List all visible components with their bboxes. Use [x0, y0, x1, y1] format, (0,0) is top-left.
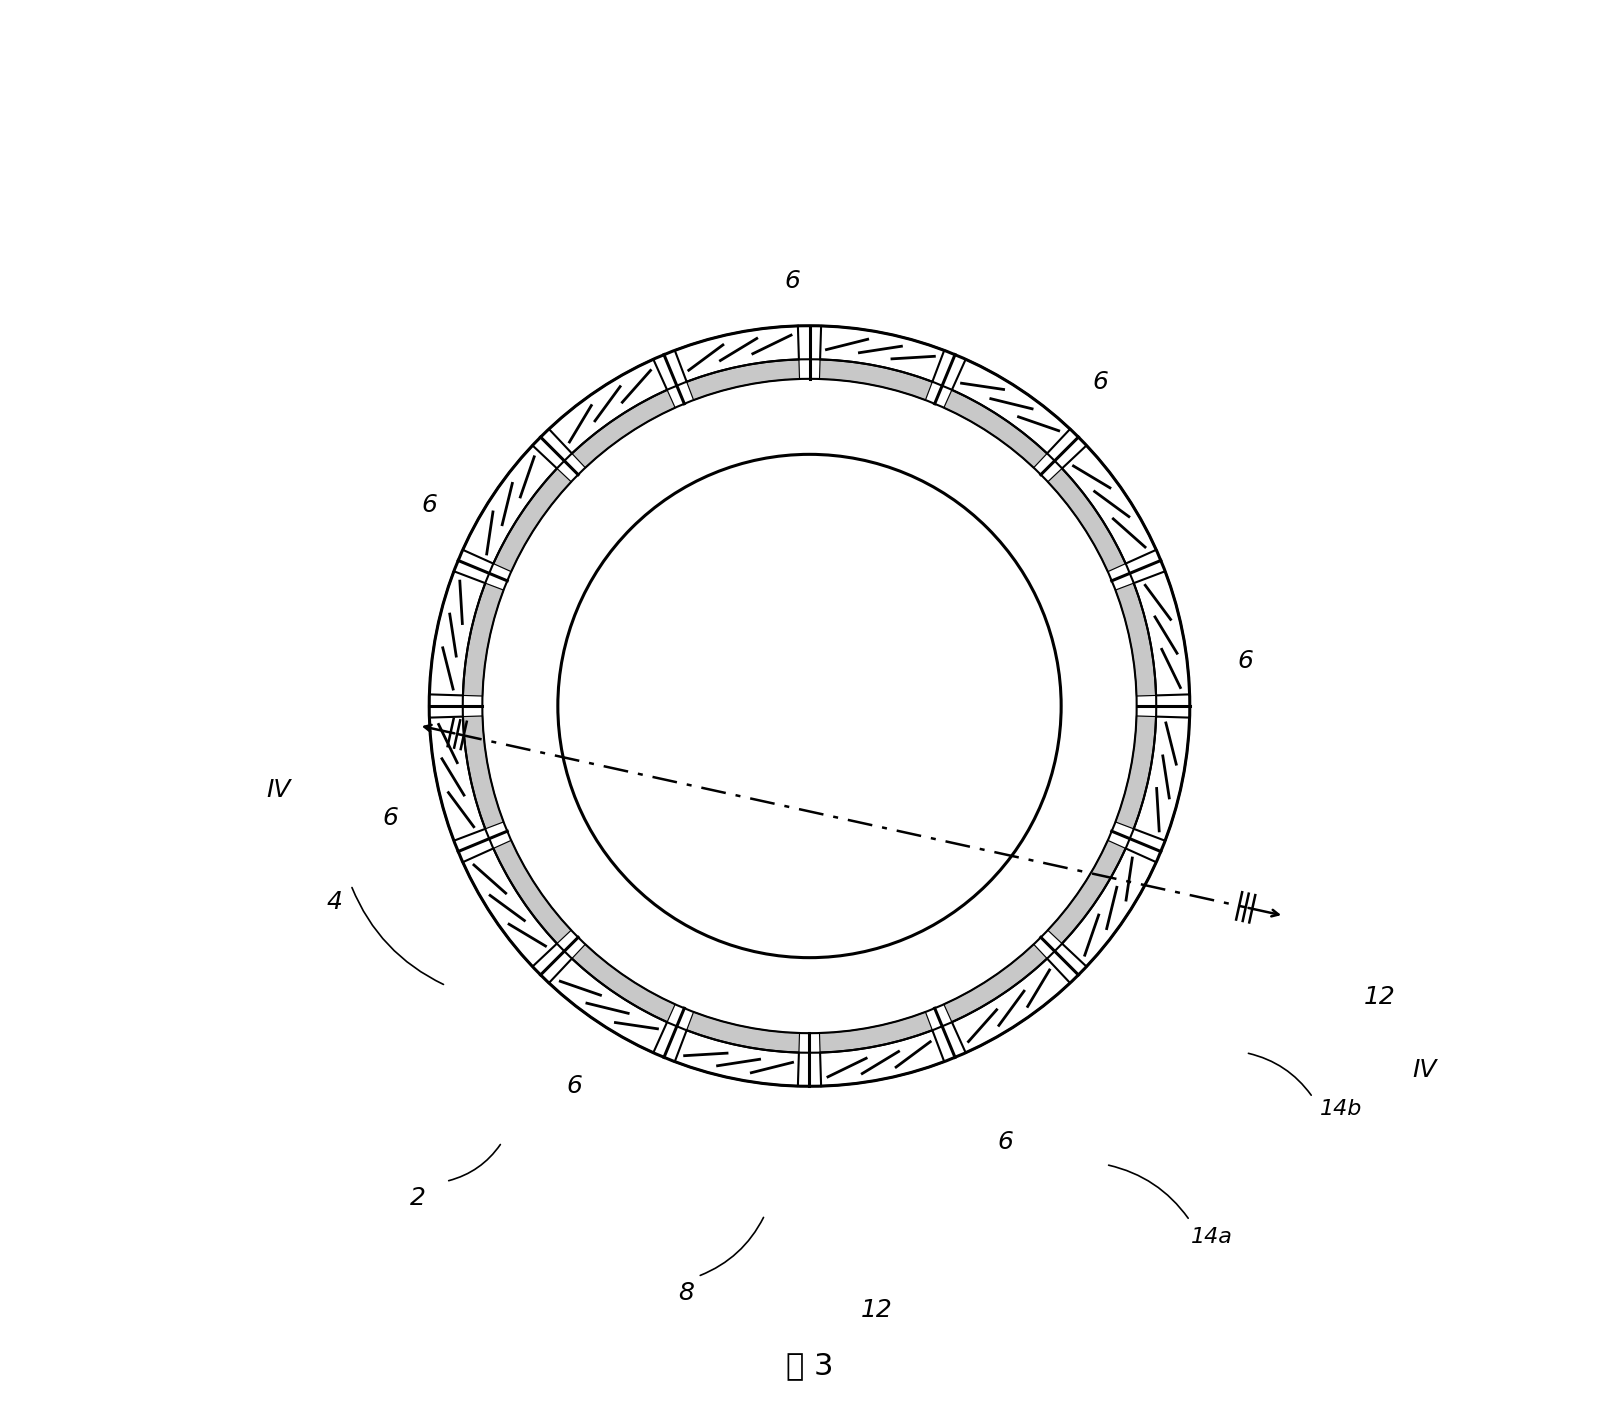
Polygon shape	[944, 945, 1047, 1022]
Text: 6: 6	[567, 1075, 583, 1099]
Text: 14b: 14b	[1319, 1099, 1362, 1118]
Text: IV: IV	[1412, 1058, 1438, 1082]
Polygon shape	[429, 716, 486, 840]
Polygon shape	[821, 326, 944, 381]
Text: 12: 12	[861, 1298, 892, 1322]
Polygon shape	[463, 445, 557, 563]
Polygon shape	[819, 1012, 933, 1052]
Text: 6: 6	[997, 1130, 1013, 1154]
Polygon shape	[1047, 469, 1125, 572]
Text: 图 3: 图 3	[785, 1351, 834, 1381]
Polygon shape	[1062, 445, 1156, 563]
Polygon shape	[686, 1012, 800, 1052]
Polygon shape	[1115, 583, 1156, 696]
Text: 2: 2	[410, 1186, 426, 1210]
Polygon shape	[429, 572, 486, 696]
Polygon shape	[463, 583, 504, 696]
Text: 14a: 14a	[1192, 1227, 1234, 1247]
Text: 4: 4	[325, 890, 342, 914]
Polygon shape	[952, 959, 1070, 1053]
Polygon shape	[1047, 840, 1125, 943]
Polygon shape	[1062, 849, 1156, 967]
Text: 12: 12	[1365, 984, 1396, 1008]
Polygon shape	[675, 326, 798, 381]
Polygon shape	[1115, 716, 1156, 829]
Polygon shape	[494, 469, 572, 572]
Polygon shape	[463, 849, 557, 967]
Polygon shape	[821, 1031, 944, 1086]
Polygon shape	[572, 945, 675, 1022]
Text: 6: 6	[421, 493, 437, 517]
Polygon shape	[463, 716, 504, 829]
Polygon shape	[952, 359, 1070, 453]
Text: 6: 6	[1239, 650, 1253, 674]
Text: 6: 6	[382, 806, 398, 830]
Polygon shape	[572, 390, 675, 467]
Text: 6: 6	[785, 268, 801, 292]
Polygon shape	[944, 390, 1047, 467]
Polygon shape	[549, 959, 667, 1053]
Text: IV: IV	[266, 778, 290, 802]
Polygon shape	[494, 840, 572, 943]
Text: 6: 6	[1093, 370, 1109, 394]
Polygon shape	[819, 360, 933, 400]
Polygon shape	[1133, 572, 1190, 696]
Text: 8: 8	[678, 1281, 695, 1305]
Polygon shape	[675, 1031, 798, 1086]
Polygon shape	[549, 359, 667, 453]
Polygon shape	[1133, 716, 1190, 840]
Polygon shape	[686, 360, 800, 400]
